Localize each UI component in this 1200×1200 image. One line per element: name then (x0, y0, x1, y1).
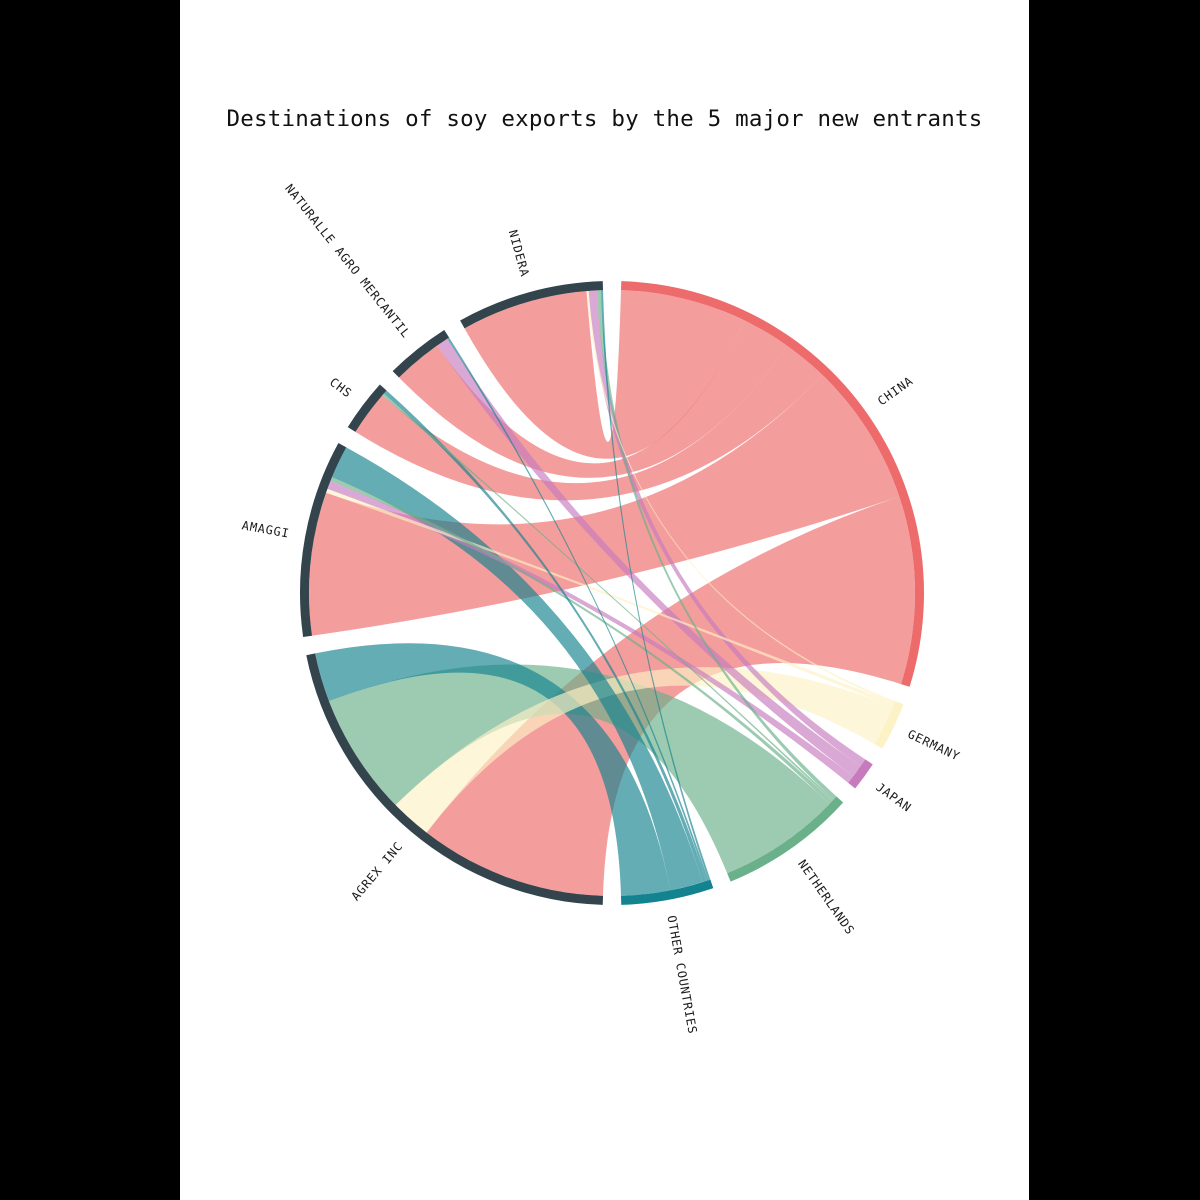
chart-title: Destinations of soy exports by the 5 maj… (226, 106, 983, 132)
chord-diagram: CHINA GERMANY JAPAN NETHERLANDS OTHER COUNTR… (241, 181, 963, 1035)
ribbon-nidera-to-china[interactable] (464, 290, 745, 459)
label-amaggi: AMAGGI (241, 518, 291, 540)
arc-agrex-inc[interactable] (306, 653, 604, 905)
ribbon-amaggi-to-china[interactable] (308, 375, 900, 636)
arc-naturalle-agro-mercantil[interactable] (392, 329, 450, 378)
ribbon-naturalle-agro-mercantil-to-china[interactable] (398, 320, 788, 478)
arc-japan[interactable] (848, 759, 873, 789)
ribbon-amaggi-to-other-countries[interactable] (331, 447, 703, 891)
arc-germany[interactable] (874, 701, 904, 749)
label-china: CHINA (875, 374, 916, 409)
arc-netherlands[interactable] (727, 796, 844, 882)
chart-page: Destinations of soy exports by the 5 maj… (180, 0, 1029, 1200)
ribbon-agrex-inc-to-netherlands[interactable] (328, 664, 830, 874)
label-naturalle-agro-mercantil: NATURALLE AGRO MERCANTIL (282, 181, 413, 340)
arc-other-countries[interactable] (620, 879, 714, 905)
label-germany: GERMANY (906, 727, 963, 764)
label-japan: JAPAN (873, 780, 914, 815)
label-nidera: NIDERA (506, 228, 532, 278)
ribbon-agrex-inc-to-other-countries[interactable] (315, 643, 671, 896)
label-chs: CHS (327, 375, 355, 401)
label-other-countries: OTHER COUNTRIES (664, 914, 699, 1035)
label-agrex-inc: AGREX INC (348, 839, 405, 903)
arc-nidera[interactable] (460, 281, 604, 329)
ribbon-group (308, 290, 916, 896)
ribbon-chs-to-china[interactable] (355, 346, 823, 501)
arc-chs[interactable] (347, 384, 387, 432)
ribbon-agrex-inc-to-germany[interactable] (395, 667, 893, 833)
arc-amaggi[interactable] (299, 443, 347, 637)
label-netherlands: NETHERLANDS (795, 857, 857, 937)
